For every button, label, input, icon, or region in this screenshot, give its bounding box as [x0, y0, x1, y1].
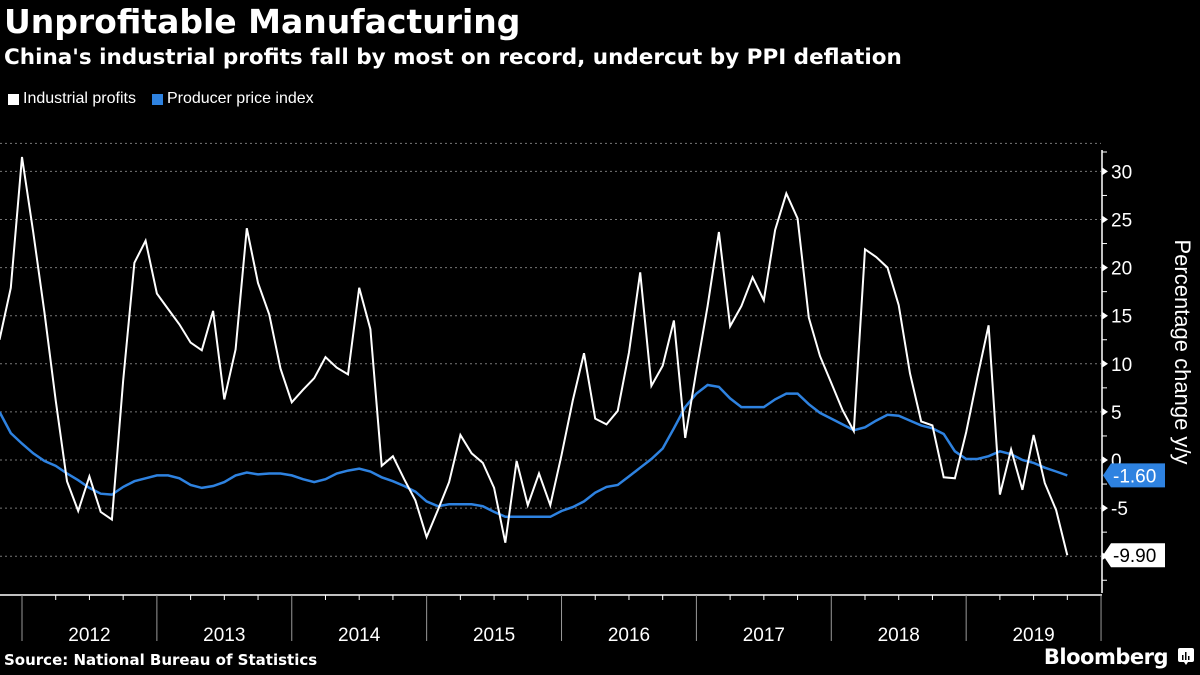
- y-tick-label: -5: [1111, 499, 1128, 520]
- x-tick-label: 2017: [743, 625, 785, 646]
- y-tick-label: 15: [1111, 307, 1132, 328]
- y-tick-marker: [1102, 167, 1108, 176]
- series-line-industrial-profits: [0, 156, 1069, 556]
- legend-label-ppi: Producer price index: [166, 90, 314, 107]
- y-tick-marker: [1102, 263, 1108, 272]
- x-tick-label: 2016: [608, 625, 650, 646]
- y-tick-label: 25: [1111, 211, 1132, 232]
- y-tick-marker: [1102, 407, 1108, 416]
- y-tick-label: 20: [1111, 259, 1132, 280]
- chart-title: Unprofitable Manufacturing: [4, 2, 521, 41]
- profits-end-label-text: -9.90: [1113, 546, 1156, 567]
- x-tick-label: 2018: [878, 625, 920, 646]
- x-tick-label: 2015: [473, 625, 515, 646]
- y-axis-title: Percentage change y/y: [1170, 239, 1195, 464]
- series-line-ppi: [0, 383, 1068, 519]
- chart-subtitle: China's industrial profits fall by most …: [4, 45, 902, 70]
- y-tick-label: 5: [1111, 403, 1122, 424]
- profits-end-label: -9.90: [1103, 543, 1165, 568]
- y-tick-marker: [1102, 359, 1108, 368]
- y-tick-marker: [1102, 456, 1108, 464]
- y-tick-marker: [1102, 504, 1108, 513]
- x-tick-label: 2019: [1012, 625, 1054, 646]
- y-tick-marker: [1102, 311, 1108, 320]
- x-tick-label: 2014: [338, 625, 381, 646]
- ppi-end-label-text: -1.60: [1113, 466, 1156, 487]
- y-tick-marker: [1102, 215, 1108, 224]
- legend-item-industrial-profits: Industrial profits: [8, 90, 136, 108]
- ppi-end-label-box: [1103, 463, 1165, 488]
- source-note: Source: National Bureau of Statistics: [4, 651, 318, 669]
- bloomberg-chart-icon: [1178, 648, 1194, 665]
- legend-item-ppi: Producer price index: [151, 90, 314, 108]
- profits-end-label-box: [1103, 543, 1165, 568]
- y-tick-label: 10: [1111, 355, 1132, 376]
- legend-swatch-ppi: [151, 93, 163, 105]
- x-tick-label: 2012: [68, 625, 110, 646]
- y-tick-label: 0: [1111, 451, 1122, 472]
- legend-label-industrial-profits: Industrial profits: [23, 90, 136, 107]
- bloomberg-logo: Bloomberg: [1043, 645, 1169, 669]
- ppi-end-label: -1.60: [1103, 463, 1165, 488]
- y-tick-label: 30: [1111, 162, 1132, 183]
- x-tick-label: 2013: [203, 625, 245, 646]
- legend-swatch-industrial-profits: [8, 93, 19, 105]
- legend: Industrial profits Producer price index: [8, 90, 330, 108]
